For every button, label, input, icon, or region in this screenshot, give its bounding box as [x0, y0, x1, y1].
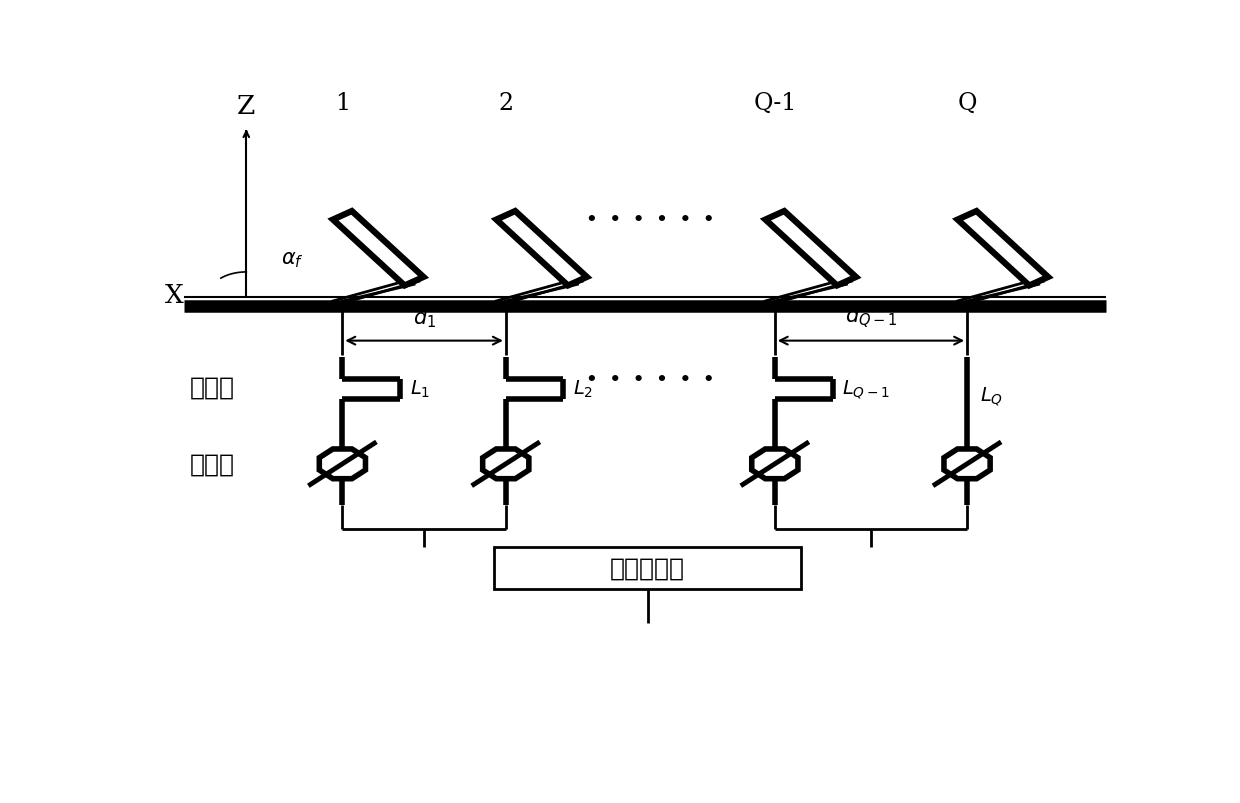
Text: $L_2$: $L_2$ — [573, 379, 593, 400]
Text: $d_{Q-1}$: $d_{Q-1}$ — [844, 304, 898, 330]
Polygon shape — [320, 450, 366, 479]
Text: Q-1: Q-1 — [753, 92, 796, 115]
Text: X: X — [165, 283, 184, 308]
Text: 延迟线: 延迟线 — [190, 375, 236, 399]
Text: 功分合并器: 功分合并器 — [610, 556, 684, 580]
Text: 1: 1 — [335, 92, 350, 115]
Text: . . . . . .: . . . . . . — [585, 194, 714, 227]
Text: $L_{Q-1}$: $L_{Q-1}$ — [842, 378, 890, 401]
Text: 2: 2 — [498, 92, 513, 115]
Polygon shape — [957, 212, 1048, 286]
Polygon shape — [765, 212, 856, 286]
Bar — [494, 547, 801, 589]
Polygon shape — [496, 212, 587, 286]
Polygon shape — [944, 450, 990, 479]
Polygon shape — [482, 450, 528, 479]
Text: $d_1$: $d_1$ — [413, 307, 435, 330]
Text: $\alpha_f$: $\alpha_f$ — [281, 251, 304, 270]
Text: . . . . . .: . . . . . . — [585, 355, 714, 388]
Text: $L_1$: $L_1$ — [409, 379, 430, 400]
Text: 移相器: 移相器 — [190, 452, 236, 476]
Text: Z: Z — [237, 94, 255, 119]
Polygon shape — [334, 212, 424, 286]
Polygon shape — [751, 450, 797, 479]
Text: $L_Q$: $L_Q$ — [980, 385, 1003, 408]
Text: Q: Q — [957, 92, 977, 115]
